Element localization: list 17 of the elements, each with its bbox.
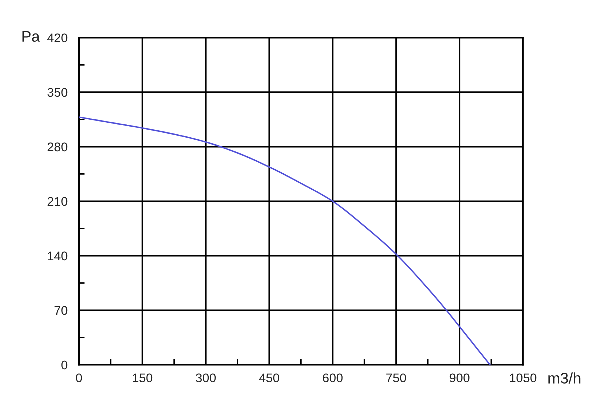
x-tick-label: 450 [259, 374, 280, 383]
y-tick-label: 140 [48, 252, 68, 261]
x-tick-label: 750 [386, 374, 406, 383]
x-tick-label: 0 [76, 374, 82, 383]
x-axis-title: m3/h [548, 372, 581, 384]
x-tick-label: 900 [450, 374, 470, 383]
y-tick-label: 70 [54, 306, 68, 316]
y-axis-title: Pa [22, 31, 40, 42]
y-tick-label: 350 [48, 88, 68, 98]
y-tick-label: 210 [48, 197, 68, 206]
x-tick-label: 150 [133, 374, 153, 383]
x-tick-label: 600 [323, 374, 343, 383]
y-tick-label: 280 [48, 142, 68, 152]
y-tick-label: 420 [48, 34, 68, 43]
y-tick-label: 0 [62, 360, 68, 370]
x-tick-label: 300 [196, 374, 216, 383]
x-tick-label: 1050 [510, 374, 537, 383]
